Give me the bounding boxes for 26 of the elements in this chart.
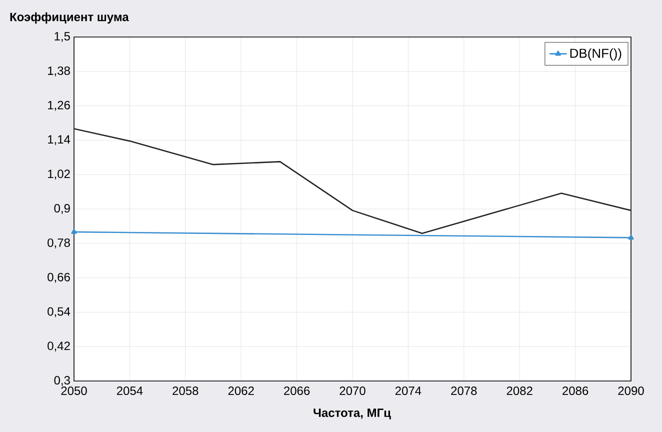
y-tick-label: 1,14 [48, 135, 70, 146]
x-tick-label: 2074 [395, 386, 422, 396]
x-tick-label: 2050 [61, 386, 87, 396]
y-tick-label: 0,54 [48, 307, 70, 318]
x-axis-title: Частота, МГц [314, 408, 391, 420]
y-tick-label: 1,26 [48, 100, 70, 111]
y-tick-label: 0,78 [48, 238, 70, 248]
x-tick-label: 2082 [506, 386, 532, 396]
y-tick-label: 0,3 [54, 376, 70, 386]
y-tick-label: 1,02 [48, 170, 70, 180]
x-tick-label: 2062 [228, 386, 254, 396]
y-tick-label: 0,66 [48, 272, 70, 283]
y-tick-label: 1,5 [54, 32, 70, 42]
x-tick-label: 2054 [116, 386, 143, 396]
x-tick-label: 2078 [451, 386, 477, 396]
x-tick-label: 2090 [618, 386, 644, 396]
x-tick-label: 2070 [340, 386, 366, 396]
y-tick-label: 1,38 [48, 66, 70, 76]
x-tick-label: 2058 [172, 386, 198, 396]
x-tick-label: 2066 [284, 386, 310, 396]
y-tick-label: 0,42 [48, 342, 70, 352]
line-series [74, 128, 631, 234]
y-tick-label: 0,9 [54, 204, 70, 214]
y-axis-title: Коэффициент шума [10, 12, 129, 24]
legend-label: DB(NF()) [570, 48, 622, 60]
x-tick-label: 2086 [562, 386, 588, 396]
